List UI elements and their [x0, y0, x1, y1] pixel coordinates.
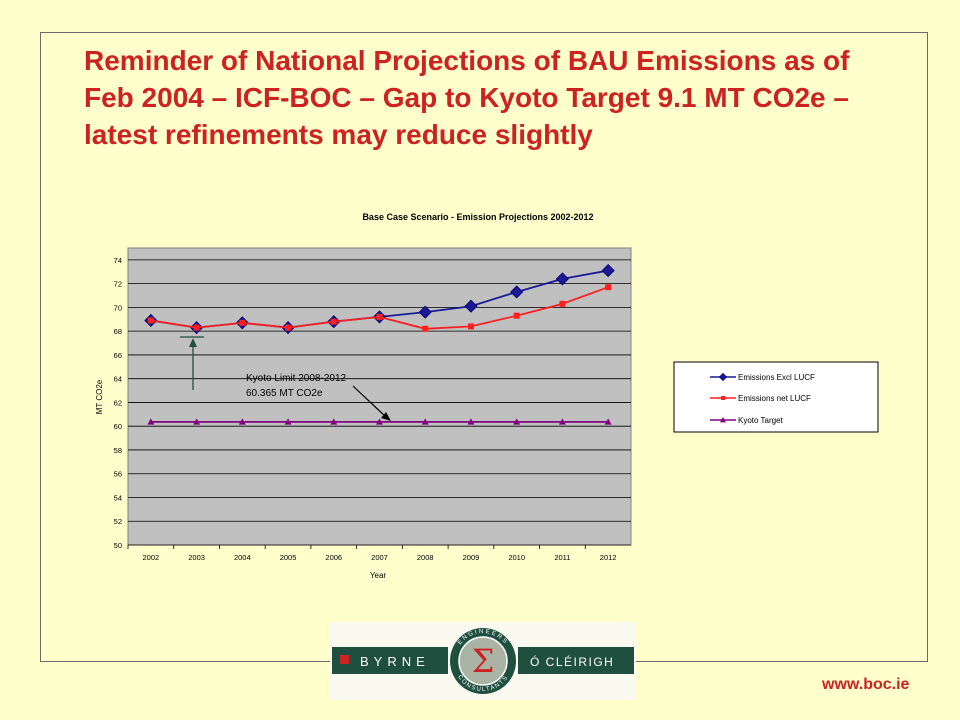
x-tick-label-2002: 2002 [143, 553, 160, 562]
y-tick-label-70: 70 [114, 303, 122, 312]
series-2-point-2002 [147, 418, 155, 425]
y-tick-label-52: 52 [114, 517, 122, 526]
legend-label-2: Kyoto Target [738, 416, 784, 425]
x-tick-label-2008: 2008 [417, 553, 434, 562]
chart-legend: Emissions Excl LUCF Emissions net LUCF Kyo… [673, 361, 879, 433]
y-tick-label-62: 62 [114, 398, 122, 407]
series-1-point-2007 [376, 313, 383, 320]
series-2-point-2005 [284, 418, 292, 425]
sigma-icon: Σ [472, 642, 495, 680]
annotation-arrow [352, 385, 387, 418]
frame-bottom-right-line [636, 661, 928, 662]
series-1-point-2012 [605, 284, 612, 291]
legend-label-0: Emissions Excl LUCF [738, 373, 815, 382]
series-2-point-2012 [604, 418, 612, 425]
series-1-point-2009 [467, 323, 474, 330]
logo-right-text: Ó CLÉIRIGH [530, 654, 614, 669]
series-1-point-2005 [285, 324, 292, 331]
y-tick-label-50: 50 [114, 541, 122, 550]
series-1-point-2008 [422, 325, 429, 332]
x-axis-label: Year [370, 571, 387, 580]
series-2-point-2004 [238, 418, 246, 425]
series-1-point-2006 [330, 318, 337, 325]
gridlines [128, 259, 631, 546]
legend-label-1: Emissions net LUCF [738, 394, 811, 403]
series-2 [147, 418, 612, 425]
legend-marker-2 [720, 417, 726, 423]
y-tick-label-72: 72 [114, 280, 122, 289]
chart-title: Base Case Scenario - Emission Projection… [362, 212, 593, 222]
gap-arrowhead [189, 338, 197, 347]
kyoto-annotation-line2: 60.365 MT CO2e [246, 388, 323, 399]
y-tick-label-58: 58 [114, 446, 122, 455]
series-1-point-2004 [239, 319, 246, 326]
website-link[interactable]: www.boc.ie [822, 676, 910, 693]
logo-left-text: BYRNE [360, 654, 430, 669]
series-2-point-2003 [193, 418, 201, 425]
x-tick-label-2003: 2003 [188, 553, 205, 562]
x-axis-ticks: 2002 2003 2004 2005 2006 2007 2008 2009 2010 2011… [127, 545, 617, 562]
series-2-point-2009 [467, 418, 475, 425]
series-layer [144, 264, 615, 425]
x-tick-label-2004: 2004 [234, 553, 251, 562]
x-tick-label-2005: 2005 [280, 553, 297, 562]
series-0-point-2009 [464, 299, 478, 313]
series-2-point-2008 [421, 418, 429, 425]
slide-title: Reminder of National Projections of BAU … [84, 45, 850, 150]
y-tick-label-60: 60 [114, 422, 122, 431]
x-tick-label-2012: 2012 [600, 553, 617, 562]
series-0-point-2012 [601, 264, 615, 278]
y-tick-label-54: 54 [114, 493, 122, 502]
series-0-point-2011 [555, 272, 569, 286]
x-tick-label-2007: 2007 [371, 553, 388, 562]
series-1-point-2010 [513, 312, 520, 319]
annotation-arrowhead [381, 412, 391, 421]
series-1-point-2011 [559, 300, 566, 307]
series-0-point-2008 [418, 305, 432, 319]
y-axis-label: MT CO2e [95, 379, 104, 414]
legend-marker-1 [721, 396, 725, 400]
series-0-point-2010 [510, 285, 524, 299]
series-2-point-2007 [376, 418, 383, 425]
kyoto-annotation-line1: Kyoto Limit 2008-2012 [246, 373, 347, 384]
frame-bottom-left-line [40, 661, 330, 662]
y-tick-label-74: 74 [114, 256, 122, 265]
y-tick-label-68: 68 [114, 327, 122, 336]
legend-marker-0 [718, 372, 728, 382]
y-tick-label-66: 66 [114, 351, 122, 360]
plot-area [127, 247, 632, 546]
x-tick-label-2009: 2009 [463, 553, 480, 562]
x-tick-label-2010: 2010 [508, 553, 525, 562]
company-logo: BYRNE Ó CLÉIRIGH Σ ENGINEERS CONSULTANTS [0, 622, 930, 700]
series-2-point-2010 [513, 418, 521, 425]
series-2-point-2011 [558, 418, 566, 425]
series-1-point-2003 [193, 324, 200, 331]
y-axis-ticks: 50 52 54 56 58 60 62 64 66 68 70 72 74 [114, 256, 122, 550]
x-tick-label-2011: 2011 [554, 553, 570, 562]
series-1 [147, 284, 612, 332]
series-1-point-2002 [147, 317, 154, 324]
y-tick-label-56: 56 [114, 470, 122, 479]
y-tick-label-64: 64 [114, 375, 122, 384]
x-tick-label-2006: 2006 [325, 553, 342, 562]
series-2-point-2006 [330, 418, 338, 425]
